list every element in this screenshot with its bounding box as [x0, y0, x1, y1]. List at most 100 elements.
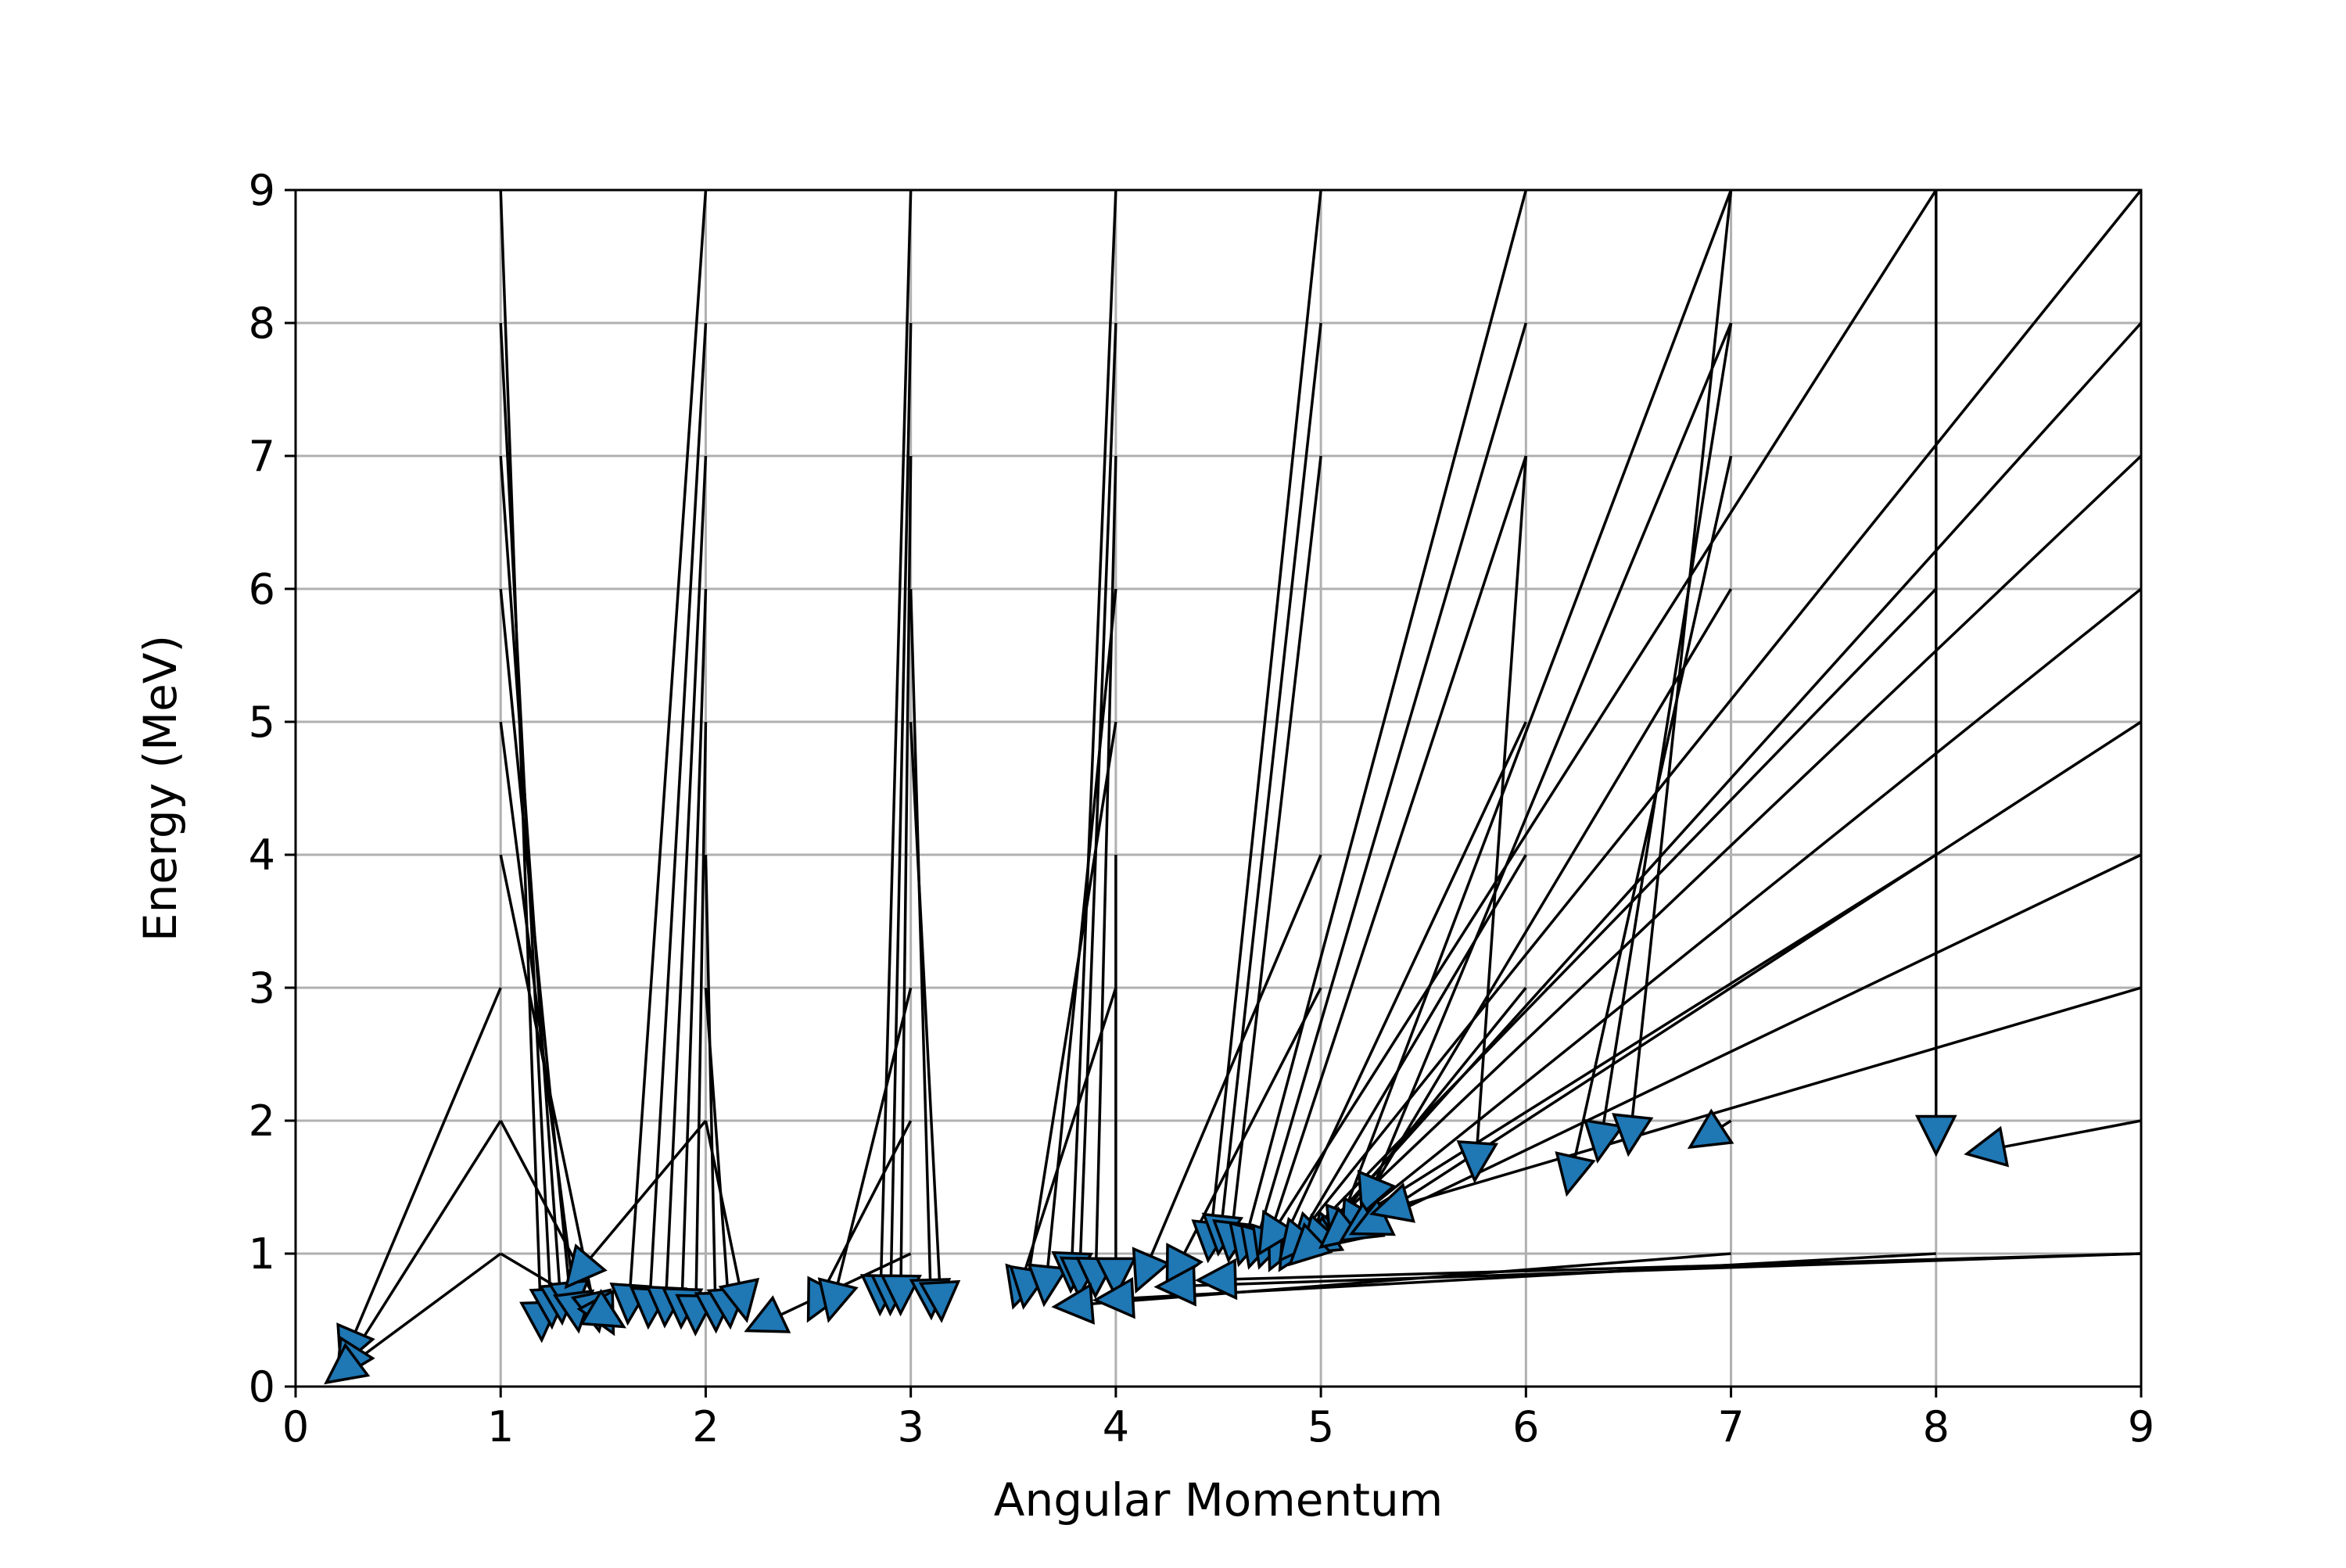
x-tick-label: 7	[1717, 1402, 1744, 1451]
arrow-shaft	[1596, 322, 1733, 1161]
arrow-shaft	[1351, 853, 2142, 1236]
x-tick-label: 8	[1923, 1402, 1950, 1451]
arrow-shaft	[1077, 322, 1117, 1297]
arrow-shafts	[325, 188, 2143, 1384]
arrow-head-marker	[1132, 1247, 1171, 1294]
arrow-shaft	[1268, 721, 1527, 1271]
arrow-shaft	[626, 189, 708, 1323]
arrow-head-marker	[744, 1295, 791, 1333]
arrow-head-marker	[1687, 1108, 1734, 1150]
x-axis-ticks: 0 1 2 3 4 5 6 7 8 9	[282, 1387, 2154, 1451]
arrow-shaft	[499, 189, 543, 1340]
arrow-heads	[324, 1108, 2010, 1385]
arrow-shaft	[878, 189, 913, 1314]
arrow-head-marker	[1092, 1276, 1135, 1319]
arrow-shaft	[1627, 189, 1733, 1154]
x-tick-label: 3	[897, 1402, 924, 1451]
arrow-shaft	[1473, 455, 1528, 1181]
x-tick-label: 0	[282, 1402, 309, 1451]
arrow-shaft	[1237, 189, 1528, 1265]
y-axis-ticks: 0 1 2 3 4 5 6 7 8 9	[249, 166, 296, 1412]
arrow-shaft	[1207, 189, 1322, 1261]
axes-frame	[294, 188, 2143, 1388]
x-tick-label: 1	[487, 1402, 514, 1451]
arrow-shaft	[899, 455, 913, 1314]
y-tick-label: 0	[249, 1362, 275, 1412]
arrow-shaft	[339, 987, 502, 1368]
arrow-head-marker	[718, 1277, 760, 1323]
arrow-shaft	[888, 322, 913, 1314]
arrow-shaft	[1279, 854, 1527, 1271]
arrow-shaft	[1320, 587, 2143, 1248]
y-tick-label: 1	[249, 1229, 275, 1279]
arrow-shaft	[694, 721, 708, 1334]
arrow-shaft	[1022, 721, 1117, 1308]
arrow-shaft	[1093, 455, 1117, 1297]
arrow-shaft	[1012, 987, 1117, 1308]
arrow-shaft	[1340, 588, 1733, 1241]
arrow-shaft	[1069, 189, 1117, 1291]
x-axis-label: Angular Momentum	[994, 1473, 1443, 1527]
arrow-head-marker	[1368, 1182, 1415, 1223]
y-tick-label: 9	[249, 166, 275, 215]
arrow-shaft	[909, 588, 933, 1318]
x-tick-label: 6	[1512, 1402, 1539, 1451]
arrow-shaft	[1247, 322, 1528, 1268]
arrow-shaft	[1257, 455, 1527, 1268]
arrow-shaft	[1217, 322, 1322, 1254]
arrow-shaft	[647, 322, 708, 1327]
x-tick-label: 5	[1308, 1402, 1334, 1451]
arrow-shaft	[1372, 986, 2142, 1215]
y-tick-label: 7	[249, 432, 275, 481]
arrow-shaft	[1054, 1252, 1731, 1308]
y-tick-label: 2	[249, 1096, 275, 1146]
arrow-head-marker	[1287, 1222, 1333, 1267]
y-axis-label: Energy (MeV)	[134, 635, 187, 942]
arrow-head-marker	[1456, 1139, 1499, 1184]
arrow-shaft	[680, 588, 708, 1327]
arrow-shaft	[663, 455, 708, 1326]
arrow-shaft	[1227, 455, 1322, 1261]
arrow-shaft	[1340, 720, 2142, 1242]
arrow-shaft	[704, 987, 732, 1327]
arrow-head-marker	[1051, 1283, 1095, 1325]
arrow-head-marker	[817, 1277, 859, 1323]
arrow-shaft	[909, 721, 943, 1321]
arrow-head-marker	[1914, 1114, 1957, 1157]
arrow-head-marker	[1027, 1263, 1069, 1308]
arrow-shaft	[1289, 454, 2143, 1265]
arrow-shaft	[1279, 188, 2143, 1261]
arrow-shaft	[1299, 321, 2143, 1258]
arrow-shaft	[1257, 189, 1938, 1254]
x-tick-label: 4	[1103, 1402, 1129, 1451]
arrow-head-marker	[1555, 1151, 1596, 1197]
arrow-head-marker	[1153, 1265, 1196, 1307]
x-tick-label: 2	[692, 1402, 719, 1451]
arrow-shaft	[1299, 853, 1937, 1255]
arrow-head-marker	[918, 1279, 961, 1323]
arrow-shaft	[499, 721, 580, 1331]
arrow-shaft	[1329, 189, 1733, 1248]
arrow-shaft	[1289, 587, 1938, 1255]
arrow-head-marker	[1095, 1257, 1137, 1300]
x-tick-label: 9	[2128, 1402, 2154, 1451]
arrow-head-marker	[324, 1342, 371, 1385]
arrow-head-marker	[1257, 1209, 1298, 1257]
arrow-head-marker	[579, 1288, 626, 1329]
y-tick-label: 8	[249, 299, 275, 348]
arrow-head-marker	[1194, 1258, 1238, 1301]
y-tick-label: 4	[249, 831, 275, 880]
arrow-head-marker	[564, 1243, 608, 1290]
arrow-head-marker	[1612, 1113, 1654, 1157]
arrow-shaft	[704, 854, 718, 1331]
arrow-head-marker	[1964, 1125, 2010, 1168]
arrow-head-marker	[880, 1274, 922, 1317]
arrow-shaft	[1042, 588, 1117, 1304]
y-tick-label: 6	[249, 565, 275, 614]
y-tick-label: 5	[249, 698, 275, 747]
y-tick-label: 3	[249, 963, 275, 1013]
arrow-shaft	[1566, 455, 1733, 1194]
arrow-head-marker	[1583, 1118, 1625, 1164]
